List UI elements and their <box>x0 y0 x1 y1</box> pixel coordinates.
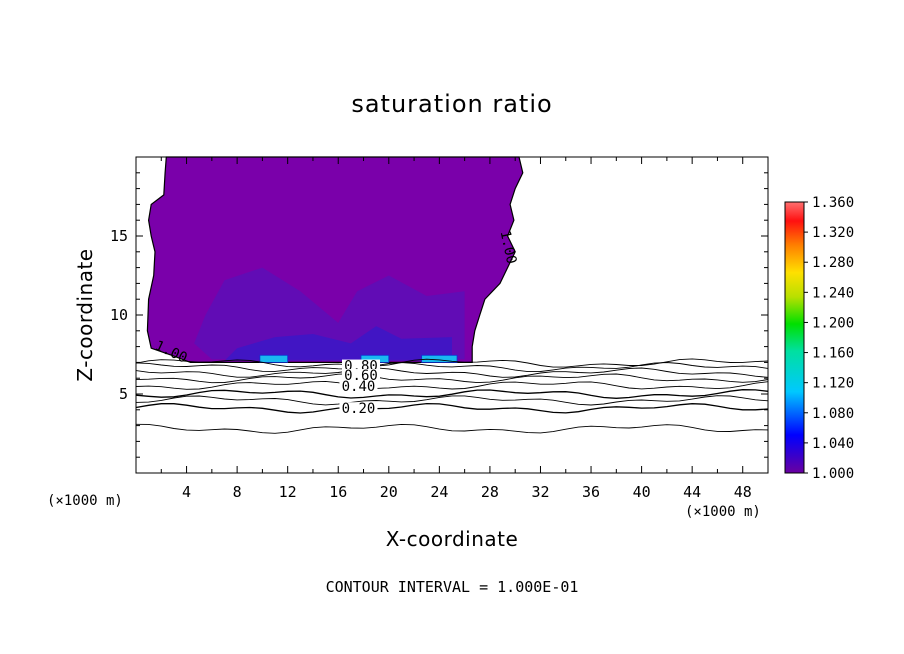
y-tick-label: 10 <box>110 306 128 324</box>
contour-line <box>135 402 769 414</box>
x-axis-label: X-coordinate <box>386 527 519 551</box>
x-unit-label-right: (×1000 m) <box>685 504 761 520</box>
colorbar-tick-label: 1.040 <box>812 436 854 452</box>
x-tick-label: 20 <box>380 483 398 501</box>
colorbar-ticks: 1.360 1.320 1.280 1.240 1.200 1.160 1.120 1.080… <box>804 195 854 482</box>
plot-filled-region <box>146 156 524 363</box>
x-tick-label: 36 <box>582 483 600 501</box>
colorbar-tick-label: 1.120 <box>812 376 854 392</box>
contour-line <box>135 423 769 434</box>
colorbar-tick-label: 1.160 <box>812 346 854 362</box>
contour-line <box>135 395 769 406</box>
contour-label: 1.00 <box>497 229 520 265</box>
core-shading-region <box>224 326 452 361</box>
x-tick-label: 4 <box>182 483 191 501</box>
x-tick-label: 28 <box>481 483 499 501</box>
contour-label-bg <box>341 369 380 382</box>
contour-label-bg <box>341 359 380 372</box>
colorbar <box>784 201 805 474</box>
contour-label: 0.40 <box>342 379 376 395</box>
chart-title: saturation ratio <box>351 90 552 118</box>
x-axis: 4 8 12 16 20 24 28 32 36 40 44 48 <box>160 157 752 501</box>
contour-line <box>135 362 769 373</box>
plot-contour-lines <box>135 358 769 434</box>
cyan-patch <box>259 354 289 363</box>
x-tick-label: 44 <box>683 483 701 501</box>
x-tick-label: 24 <box>430 483 448 501</box>
y-axis-label: Z-coordinate <box>73 248 97 381</box>
x-unit-label-left: (×1000 m) <box>47 493 123 509</box>
y-axis: 5 10 15 <box>110 172 768 458</box>
contour-label: 0.20 <box>342 401 376 417</box>
colorbar-tick-label: 1.200 <box>812 315 854 331</box>
x-tick-label: 32 <box>531 483 549 501</box>
x-tick-label: 12 <box>279 483 297 501</box>
inner-shading-region <box>194 267 465 360</box>
colorbar-tick-label: 1.080 <box>812 406 854 422</box>
y-tick-label: 5 <box>119 385 128 403</box>
contour-label: 0.60 <box>344 368 378 384</box>
colorbar-tick-label: 1.000 <box>812 466 854 482</box>
colorbar-tick-label: 1.240 <box>812 285 854 301</box>
colorbar-tick-label: 1.320 <box>812 225 854 241</box>
colorbar-tick-label: 1.280 <box>812 255 854 271</box>
contour-label-bg <box>339 402 378 415</box>
contour-line <box>135 373 769 384</box>
colorbar-tick-label: 1.360 <box>812 195 854 211</box>
contour-line <box>135 380 769 390</box>
contour-label-bg <box>339 380 378 393</box>
contour-interval-note: CONTOUR INTERVAL = 1.000E-01 <box>326 578 579 596</box>
cyan-patch <box>421 354 458 363</box>
x-tick-label: 48 <box>734 483 752 501</box>
x-tick-label: 16 <box>329 483 347 501</box>
y-tick-label: 15 <box>110 227 128 245</box>
x-tick-label: 40 <box>633 483 651 501</box>
contour-line <box>135 367 769 378</box>
contour-line <box>135 389 769 399</box>
x-tick-label: 8 <box>233 483 242 501</box>
